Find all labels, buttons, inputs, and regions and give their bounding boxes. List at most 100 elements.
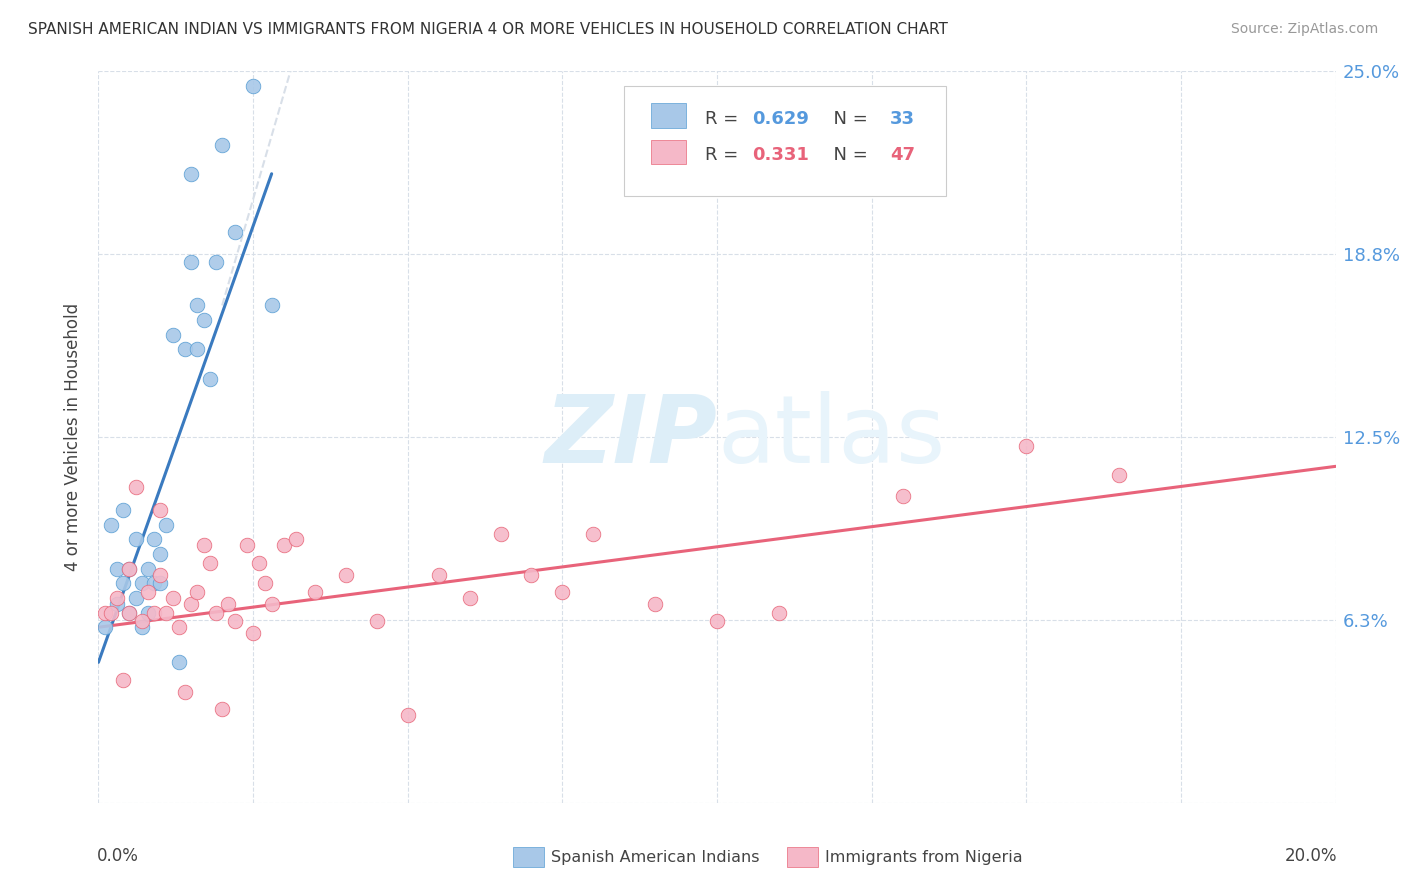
Point xyxy=(224,615,246,629)
Y-axis label: 4 or more Vehicles in Household: 4 or more Vehicles in Household xyxy=(65,303,83,571)
Text: SPANISH AMERICAN INDIAN VS IMMIGRANTS FROM NIGERIA 4 OR MORE VEHICLES IN HOUSEHO: SPANISH AMERICAN INDIAN VS IMMIGRANTS FR… xyxy=(28,22,948,37)
Point xyxy=(149,547,172,561)
Point xyxy=(520,567,543,582)
FancyBboxPatch shape xyxy=(651,140,686,164)
Point xyxy=(149,567,172,582)
Point xyxy=(118,562,141,576)
Text: Source: ZipAtlas.com: Source: ZipAtlas.com xyxy=(1230,22,1378,37)
Point xyxy=(260,298,283,312)
Text: 0.0%: 0.0% xyxy=(97,847,139,864)
Point xyxy=(112,503,135,517)
Point xyxy=(198,371,221,385)
Point xyxy=(205,254,228,268)
Point xyxy=(186,343,208,357)
Point xyxy=(149,576,172,591)
Point xyxy=(162,327,184,342)
Point xyxy=(458,591,481,605)
Point xyxy=(124,533,146,547)
Point xyxy=(155,606,177,620)
Text: N =: N = xyxy=(823,146,873,164)
Point xyxy=(143,576,166,591)
FancyBboxPatch shape xyxy=(624,86,946,195)
Point xyxy=(136,562,159,576)
Text: ZIP: ZIP xyxy=(544,391,717,483)
Text: Immigrants from Nigeria: Immigrants from Nigeria xyxy=(825,850,1024,864)
Point xyxy=(112,576,135,591)
Text: N =: N = xyxy=(823,110,873,128)
Point xyxy=(136,585,159,599)
Point xyxy=(149,503,172,517)
FancyBboxPatch shape xyxy=(651,103,686,128)
Point xyxy=(93,606,115,620)
Text: 0.331: 0.331 xyxy=(752,146,808,164)
Point xyxy=(180,167,202,181)
Text: R =: R = xyxy=(704,146,744,164)
Point xyxy=(247,556,270,570)
Point xyxy=(366,615,388,629)
Point xyxy=(100,517,122,532)
Point xyxy=(260,597,283,611)
Point xyxy=(180,597,202,611)
Point xyxy=(186,585,208,599)
Point xyxy=(124,480,146,494)
Point xyxy=(167,656,190,670)
Point xyxy=(136,606,159,620)
Point xyxy=(180,254,202,268)
Point xyxy=(174,684,197,698)
Point xyxy=(285,533,308,547)
Point xyxy=(118,562,141,576)
Point xyxy=(254,576,277,591)
Point xyxy=(174,343,197,357)
Point xyxy=(193,538,215,552)
Point xyxy=(582,526,605,541)
Point xyxy=(105,597,128,611)
Text: atlas: atlas xyxy=(717,391,945,483)
Text: Spanish American Indians: Spanish American Indians xyxy=(551,850,759,864)
Point xyxy=(242,626,264,640)
Point xyxy=(105,562,128,576)
Text: R =: R = xyxy=(704,110,744,128)
Point xyxy=(236,538,259,552)
Point xyxy=(131,576,153,591)
Point xyxy=(224,225,246,239)
Point xyxy=(891,489,914,503)
Point xyxy=(105,591,128,605)
Text: 47: 47 xyxy=(890,146,915,164)
Point xyxy=(118,606,141,620)
Point xyxy=(155,517,177,532)
Point xyxy=(217,597,239,611)
Point xyxy=(396,708,419,723)
Text: 0.629: 0.629 xyxy=(752,110,808,128)
Point xyxy=(124,591,146,605)
Point xyxy=(1015,439,1038,453)
Point xyxy=(193,313,215,327)
Point xyxy=(112,673,135,687)
Point xyxy=(162,591,184,605)
Point xyxy=(768,606,790,620)
Point xyxy=(198,556,221,570)
Point xyxy=(551,585,574,599)
Point xyxy=(242,78,264,93)
Point xyxy=(167,620,190,634)
Point xyxy=(131,620,153,634)
Point xyxy=(1108,468,1130,483)
Point xyxy=(205,606,228,620)
Point xyxy=(211,137,233,152)
Point xyxy=(93,620,115,634)
Point xyxy=(489,526,512,541)
Point xyxy=(143,606,166,620)
Point xyxy=(335,567,357,582)
Point xyxy=(143,533,166,547)
Point xyxy=(131,615,153,629)
Point xyxy=(304,585,326,599)
Point xyxy=(118,606,141,620)
Point xyxy=(211,702,233,716)
Point xyxy=(644,597,666,611)
Point xyxy=(273,538,295,552)
Text: 33: 33 xyxy=(890,110,915,128)
Point xyxy=(427,567,450,582)
Point xyxy=(706,615,728,629)
Point xyxy=(100,606,122,620)
Point xyxy=(186,298,208,312)
Text: 20.0%: 20.0% xyxy=(1285,847,1337,864)
